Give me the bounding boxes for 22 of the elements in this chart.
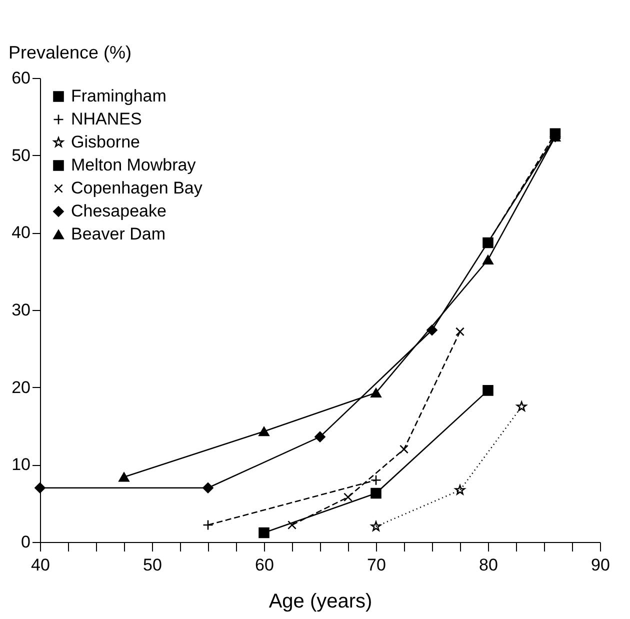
y-tick-label: 50	[12, 146, 30, 165]
y-tick-label: 40	[12, 223, 30, 242]
legend-label: Framingham	[71, 86, 166, 106]
legend-label: Copenhagen Bay	[71, 178, 203, 198]
legend-label: NHANES	[71, 110, 142, 128]
y-tick-label: 10	[12, 455, 30, 474]
legend-label: Gisborne	[71, 132, 140, 152]
x-tick-label: 70	[367, 556, 386, 574]
legend-label: Beaver Dam	[71, 224, 166, 244]
y-tick-label: 20	[12, 378, 30, 397]
y-tick-label: 0	[21, 532, 30, 552]
y-tick-label: 30	[12, 300, 30, 320]
x-axis-title: Age (years)	[268, 590, 372, 612]
x-tick-label: 50	[143, 556, 162, 574]
legend-label: Chesapeake	[71, 202, 166, 220]
y-axis-title: Prevalence (%)	[8, 42, 132, 62]
x-tick-label: 40	[31, 556, 50, 574]
x-tick-label: 80	[479, 556, 498, 574]
x-tick-label: 60	[255, 556, 274, 574]
y-tick-label: 60	[12, 68, 30, 88]
x-tick-label: 90	[591, 556, 610, 574]
legend-label: Melton Mowbray	[71, 156, 196, 174]
